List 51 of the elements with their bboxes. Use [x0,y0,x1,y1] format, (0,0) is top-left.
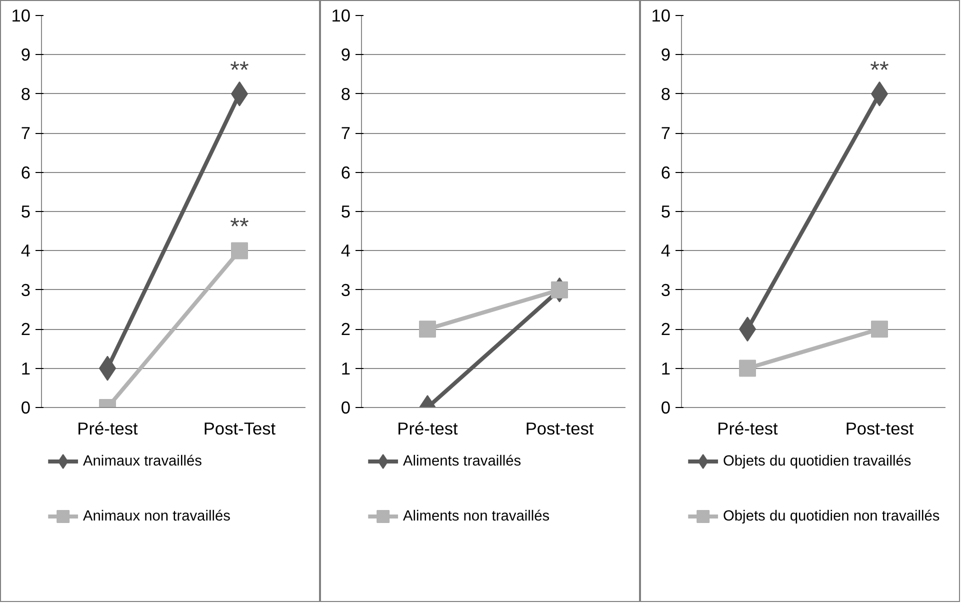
y-tick-label: 9 [340,44,351,65]
point [231,242,248,260]
legend-label: Aliments travaillés [403,454,522,470]
y-tick-label: 0 [20,398,31,418]
y-tick-label: 0 [340,398,351,418]
y-tick-label: 6 [20,162,31,182]
y-tick-label: 3 [20,280,31,300]
y-tick-label: 1 [660,358,671,378]
y-tick-label: 5 [340,202,351,222]
y-tick-label: 7 [660,123,671,144]
legend-label: Objets du quotidien travaillés [723,454,912,470]
x-tick-label: Pré-test [77,418,138,438]
y-tick-label: 2 [20,319,31,340]
y-tick-label: 7 [20,123,31,144]
y-tick-label: 10 [11,6,31,26]
annotation: ** [230,214,249,241]
x-tick-label: Pré-test [397,418,458,438]
y-tick-label: 1 [340,358,351,378]
y-tick-label: 10 [331,6,351,26]
y-tick-label: 5 [20,202,31,222]
y-tick-label: 7 [340,123,351,144]
y-tick-label: 8 [340,84,351,104]
y-tick-label: 2 [660,319,671,340]
y-tick-label: 4 [660,240,671,261]
x-tick-label: Pré-test [717,418,778,438]
annotation: ** [230,56,249,84]
y-tick-label: 8 [20,84,31,104]
y-tick-label: 6 [340,162,351,182]
y-tick-label: 2 [340,319,351,340]
legend-label: Objets du quotidien non travaillés [723,508,940,524]
legend-label: Aliments non travaillés [403,508,550,524]
legend-label: Animaux non travaillés [83,508,230,524]
x-tick-label: Post-test [525,418,594,438]
point [871,320,888,338]
y-tick-label: 10 [651,6,671,26]
y-tick-label: 9 [20,44,31,65]
y-tick-label: 6 [660,162,671,182]
y-tick-label: 8 [660,84,671,104]
y-tick-label: 9 [660,44,671,65]
y-tick-label: 4 [20,240,31,261]
y-tick-label: 5 [660,202,671,222]
y-tick-label: 4 [340,240,351,261]
x-tick-label: Post-test [845,418,914,438]
x-tick-label: Post-Test [203,418,276,438]
y-tick-label: 3 [660,280,671,300]
y-tick-label: 0 [660,398,671,418]
y-tick-label: 1 [20,358,31,378]
point [739,360,756,377]
legend-label: Animaux travaillés [83,454,202,470]
y-tick-label: 3 [340,280,351,300]
annotation: ** [870,56,889,84]
